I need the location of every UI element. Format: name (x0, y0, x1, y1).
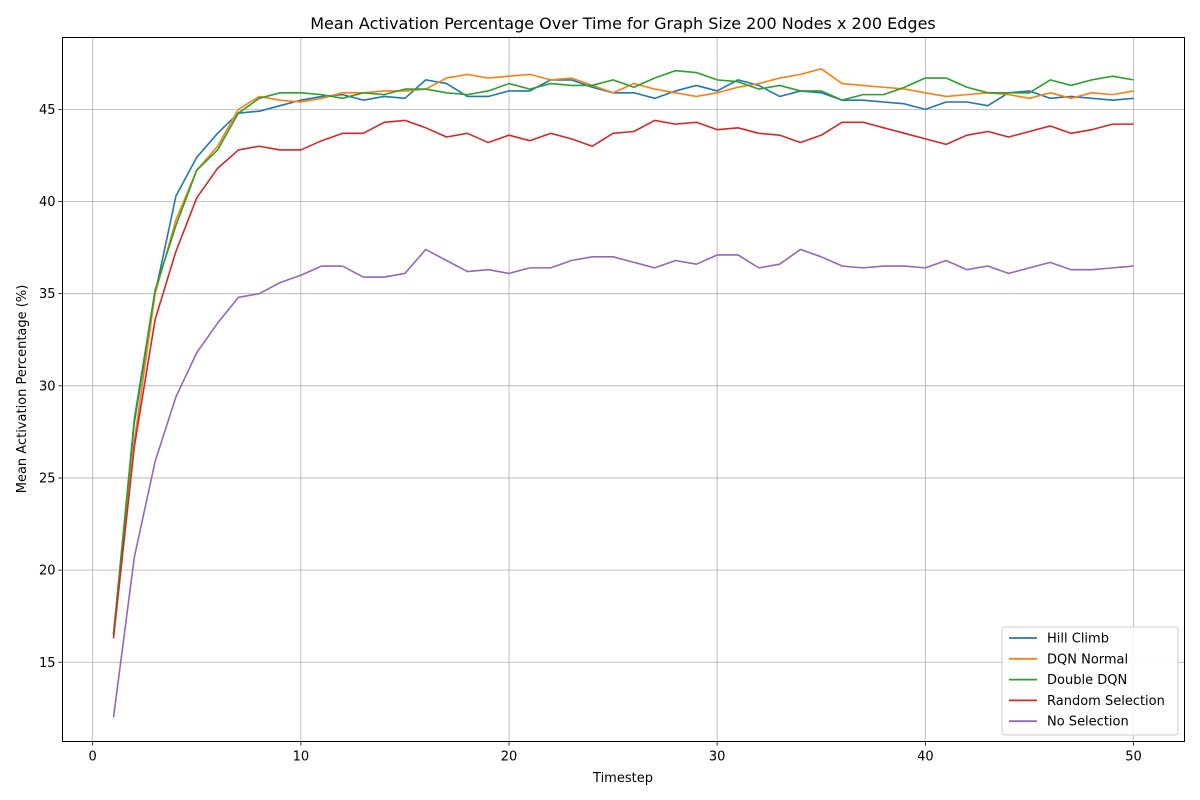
x-tick-label: 10 (293, 750, 310, 765)
legend-box (1001, 626, 1179, 736)
series-line-dqn-normal (112, 68, 1134, 635)
x-axis-ticks: 0 10 20 30 40 50 (89, 741, 1142, 765)
legend-label-double-dqn: Double DQN (1047, 673, 1127, 688)
y-tick-label: 25 (39, 471, 56, 486)
y-tick-label: 40 (39, 195, 56, 210)
x-tick-label: 40 (917, 750, 934, 765)
legend-label-dqn-normal: DQN Normal (1047, 652, 1128, 667)
x-tick-label: 50 (1125, 750, 1142, 765)
legend-label-no-selection: No Selection (1047, 715, 1129, 730)
x-tick-label: 20 (501, 750, 518, 765)
y-tick-label: 35 (39, 287, 56, 302)
series-line-double-dqn (112, 69, 1134, 635)
y-tick-label: 20 (39, 564, 56, 579)
series-line-random-selection (112, 119, 1134, 639)
x-tick-label: 30 (709, 750, 726, 765)
y-axis-ticks: 15 20 25 30 35 40 45 (39, 103, 63, 671)
legend: Hill Climb DQN Normal Double DQN Random Sel… (1001, 626, 1179, 736)
chart-title: Mean Activation Percentage Over Time for… (310, 14, 936, 33)
x-axis-title: Timestep (592, 771, 653, 786)
series-layer (112, 68, 1134, 718)
y-axis-title: Mean Activation Percentage (%) (15, 285, 30, 494)
y-tick-label: 45 (39, 103, 56, 118)
x-tick-label: 0 (89, 750, 97, 765)
gridlines (62, 37, 1185, 742)
y-tick-label: 30 (39, 379, 56, 394)
series-line-no-selection (112, 248, 1134, 718)
legend-label-hill-climb: Hill Climb (1047, 632, 1109, 647)
series-line-hill-climb (112, 79, 1134, 635)
plot-frame (62, 37, 1185, 742)
legend-label-random-selection: Random Selection (1047, 694, 1165, 709)
y-tick-label: 15 (39, 656, 56, 671)
